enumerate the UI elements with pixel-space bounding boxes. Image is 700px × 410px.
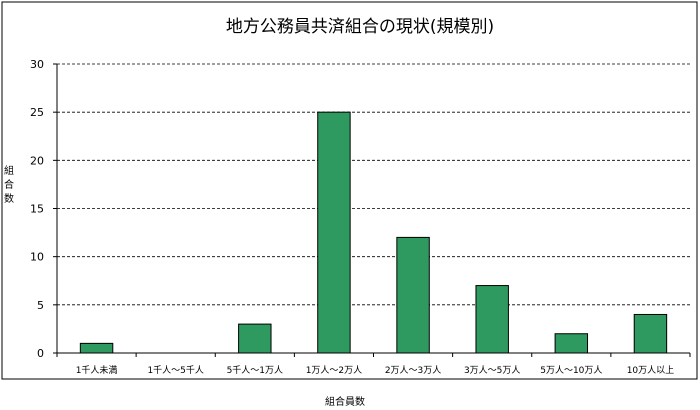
y-axis-label-char: 数 xyxy=(4,192,14,205)
y-axis-label: 組合数 xyxy=(4,164,14,205)
x-tick-label: 3万人〜5万人 xyxy=(464,365,520,376)
bar-7 xyxy=(633,313,668,354)
x-tick-label: 1万人〜2万人 xyxy=(306,365,362,376)
x-axis-label: 組合員数 xyxy=(325,395,365,408)
x-tick-label: 10万人以上 xyxy=(627,365,674,376)
bar-4 xyxy=(396,236,430,354)
bar-2 xyxy=(238,323,272,354)
x-tick-label: 1千人〜5千人 xyxy=(147,365,203,376)
bar-5 xyxy=(475,285,509,354)
y-tick-label: 0 xyxy=(37,347,44,360)
y-axis-label-char: 組 xyxy=(4,164,14,177)
bar-3 xyxy=(317,111,351,354)
y-axis-label-char: 合 xyxy=(4,178,14,191)
bar-0 xyxy=(79,342,114,354)
x-tick-label: 5万人〜10万人 xyxy=(540,365,602,376)
chart-title: 地方公務員共済組合の現状(規模別) xyxy=(226,17,494,37)
x-tick-label: 2万人〜3万人 xyxy=(385,365,441,376)
y-tick-label: 30 xyxy=(30,58,44,71)
y-tick-label: 25 xyxy=(30,106,44,119)
y-tick-label: 5 xyxy=(37,299,44,312)
y-tick-label: 20 xyxy=(30,154,44,167)
x-tick-label: 1千人未満 xyxy=(76,364,118,376)
x-tick-label: 5千人〜1万人 xyxy=(227,365,283,376)
y-tick-label: 15 xyxy=(30,203,44,216)
y-tick-label: 10 xyxy=(30,251,44,264)
plot-area: 0 5 10 15 20 25 30 1千人未満 1千人〜5千人 5千人〜1万人 1万人〜2万人 2万… xyxy=(30,58,691,376)
bar-6 xyxy=(554,333,589,354)
